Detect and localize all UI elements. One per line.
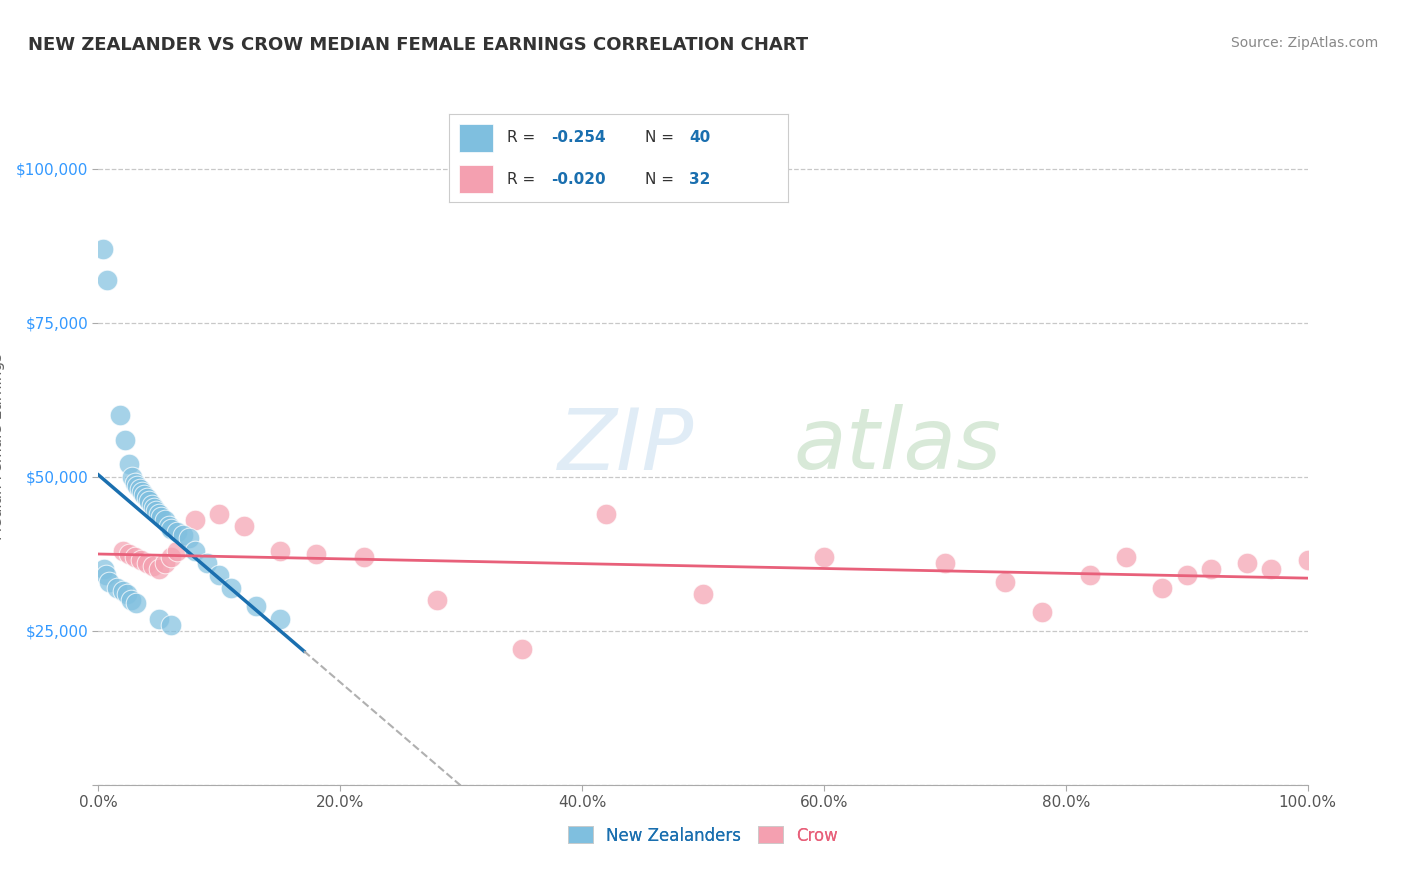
Point (510, 642, 533, 657)
Point (166, 543, 188, 558)
Point (121, 470, 143, 484)
Point (157, 519, 180, 533)
Point (111, 543, 134, 558)
Text: atlas: atlas (793, 404, 1001, 488)
Point (1078, 568, 1101, 582)
Point (94, 568, 117, 582)
Point (108, 408, 131, 422)
Point (692, 587, 714, 601)
Point (269, 543, 291, 558)
Point (813, 549, 835, 564)
Point (1236, 556, 1258, 570)
Point (195, 556, 218, 570)
Text: Source: ZipAtlas.com: Source: ZipAtlas.com (1230, 36, 1378, 50)
Point (105, 581, 128, 595)
Point (131, 485, 153, 500)
Point (245, 599, 267, 614)
Point (179, 532, 201, 546)
Point (184, 543, 207, 558)
Point (1115, 549, 1137, 564)
Point (148, 507, 170, 521)
Point (91, 242, 114, 256)
Point (160, 549, 183, 564)
Point (208, 568, 231, 582)
Point (160, 617, 183, 632)
Point (111, 583, 134, 598)
Point (127, 479, 149, 493)
Point (426, 593, 449, 607)
Point (128, 482, 150, 496)
Point (994, 574, 1017, 589)
Point (1199, 562, 1222, 576)
Point (125, 596, 148, 610)
Point (135, 491, 157, 506)
Text: ZIP: ZIP (558, 404, 695, 488)
Y-axis label: Median Female Earnings: Median Female Earnings (0, 352, 4, 540)
Point (93, 562, 115, 576)
Point (148, 611, 170, 625)
Point (134, 488, 156, 502)
Point (124, 549, 146, 564)
Legend: New Zealanders, Crow: New Zealanders, Crow (561, 820, 845, 851)
Point (232, 519, 254, 533)
Point (166, 525, 188, 540)
Point (208, 507, 231, 521)
Point (153, 556, 176, 570)
Point (221, 581, 243, 595)
Point (305, 547, 328, 561)
Point (1031, 606, 1053, 620)
Point (118, 547, 141, 561)
Point (153, 513, 176, 527)
Point (150, 509, 173, 524)
Point (114, 433, 136, 447)
Point (98, 574, 121, 589)
Point (129, 553, 152, 567)
Point (934, 556, 956, 570)
Point (148, 562, 170, 576)
Point (96, 272, 118, 286)
Point (145, 504, 167, 518)
Point (353, 549, 375, 564)
Point (184, 513, 207, 527)
Point (1260, 562, 1282, 576)
Point (117, 587, 139, 601)
Point (124, 475, 146, 490)
Point (118, 458, 141, 472)
Point (1152, 581, 1174, 595)
Point (1175, 568, 1198, 582)
Point (142, 559, 165, 574)
Point (160, 522, 183, 536)
Point (143, 500, 166, 515)
Point (135, 556, 157, 570)
Point (138, 494, 160, 508)
Point (269, 611, 291, 625)
Point (120, 593, 142, 607)
Text: NEW ZEALANDER VS CROW MEDIAN FEMALE EARNINGS CORRELATION CHART: NEW ZEALANDER VS CROW MEDIAN FEMALE EARN… (28, 36, 808, 54)
Point (141, 498, 163, 512)
Point (595, 507, 617, 521)
Point (1296, 553, 1319, 567)
Point (172, 528, 194, 542)
